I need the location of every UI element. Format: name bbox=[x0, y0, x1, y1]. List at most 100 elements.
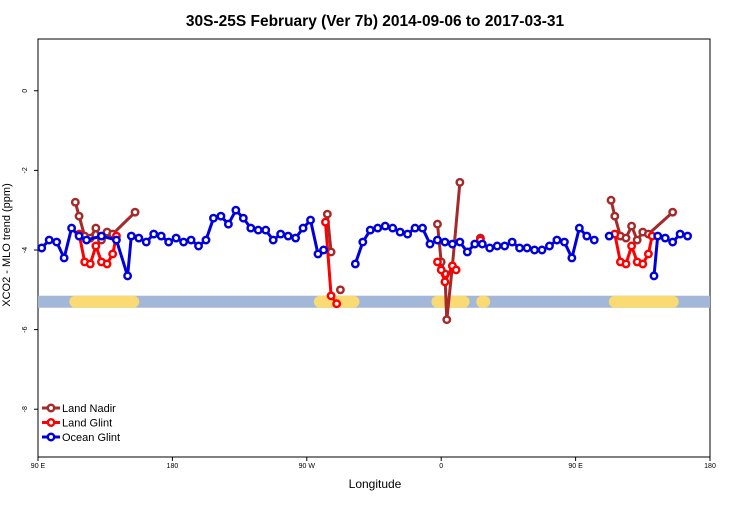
data-point bbox=[500, 241, 510, 251]
data-point bbox=[660, 233, 670, 243]
data-point bbox=[477, 239, 487, 249]
data-point bbox=[326, 291, 336, 301]
y-tick-label: -6 bbox=[22, 326, 29, 332]
series-layer bbox=[37, 177, 693, 325]
data-point bbox=[621, 233, 631, 243]
data-point bbox=[627, 241, 637, 251]
data-point bbox=[638, 259, 648, 269]
data-point bbox=[335, 285, 345, 295]
data-point bbox=[675, 229, 685, 239]
data-point bbox=[530, 245, 539, 255]
data-point bbox=[627, 221, 637, 231]
data-point bbox=[610, 211, 620, 221]
x-tick-label: 90 E bbox=[568, 463, 583, 470]
data-point bbox=[156, 231, 166, 241]
y-tick-label: -8 bbox=[22, 406, 29, 412]
data-point bbox=[141, 237, 151, 247]
data-point bbox=[253, 225, 263, 235]
data-point bbox=[433, 219, 442, 229]
data-point bbox=[102, 259, 112, 269]
data-point bbox=[332, 299, 342, 309]
data-point bbox=[574, 223, 584, 233]
data-point bbox=[171, 233, 181, 243]
data-point bbox=[507, 237, 517, 247]
data-point bbox=[485, 243, 495, 253]
data-point bbox=[85, 259, 95, 269]
data-point bbox=[111, 235, 121, 245]
data-point bbox=[653, 231, 663, 241]
data-point bbox=[37, 243, 47, 253]
data-point bbox=[70, 197, 80, 207]
data-point bbox=[186, 235, 196, 245]
data-point bbox=[298, 223, 308, 233]
data-point bbox=[59, 253, 69, 263]
data-point bbox=[350, 259, 360, 269]
x-tick-label: 180 bbox=[704, 463, 716, 470]
data-point bbox=[537, 245, 547, 255]
data-point bbox=[455, 237, 465, 247]
data-point bbox=[582, 231, 592, 241]
data-point bbox=[552, 235, 562, 245]
x-axis-label: Longitude bbox=[349, 477, 402, 491]
data-point bbox=[319, 245, 329, 255]
data-point bbox=[179, 237, 189, 247]
data-point bbox=[380, 221, 390, 231]
chart-title: 30S-25S February (Ver 7b) 2014-09-06 to … bbox=[186, 13, 565, 30]
legend-label: Land Glint bbox=[62, 418, 112, 430]
data-point bbox=[201, 235, 211, 245]
data-point bbox=[238, 213, 248, 223]
data-point bbox=[683, 231, 693, 241]
data-point bbox=[522, 243, 532, 253]
data-point bbox=[410, 223, 420, 233]
data-point bbox=[632, 235, 642, 245]
data-point bbox=[261, 225, 271, 235]
x-tick-label: 90 E bbox=[31, 463, 46, 470]
data-point bbox=[91, 223, 101, 233]
data-point bbox=[130, 207, 140, 217]
data-point bbox=[223, 219, 233, 229]
y-axis-label: XCO2 - MLO trend (ppm) bbox=[1, 183, 13, 306]
data-point bbox=[306, 215, 315, 225]
data-point bbox=[604, 231, 614, 241]
data-point bbox=[462, 247, 472, 257]
data-point bbox=[126, 231, 136, 241]
data-point bbox=[436, 265, 446, 275]
legend-marker bbox=[46, 432, 56, 442]
data-point bbox=[123, 271, 133, 281]
data-point bbox=[455, 177, 465, 187]
data-point bbox=[209, 213, 218, 223]
data-point bbox=[164, 237, 174, 247]
data-point bbox=[447, 239, 457, 249]
data-point bbox=[606, 195, 616, 205]
data-point bbox=[668, 237, 678, 247]
data-point bbox=[388, 223, 398, 233]
series-line bbox=[436, 182, 462, 322]
data-point bbox=[440, 277, 450, 287]
data-point bbox=[44, 235, 54, 245]
data-point bbox=[433, 235, 442, 245]
data-point bbox=[373, 223, 383, 233]
data-point bbox=[313, 249, 323, 259]
data-point bbox=[567, 253, 577, 263]
legend-marker bbox=[46, 418, 56, 427]
legend: Land Nadir Land Glint Ocean Glint bbox=[42, 403, 120, 444]
legend-label: Ocean Glint bbox=[62, 432, 120, 444]
data-point bbox=[649, 271, 659, 281]
data-point bbox=[451, 265, 461, 275]
data-point bbox=[268, 235, 278, 245]
data-point bbox=[291, 233, 301, 243]
data-point bbox=[194, 241, 203, 251]
data-point bbox=[425, 239, 435, 249]
data-point bbox=[365, 225, 375, 235]
plot-frame bbox=[37, 38, 711, 458]
data-point bbox=[231, 205, 241, 215]
y-tick-label: 0 bbox=[22, 89, 29, 93]
axes: 90 E 180 90 W 0 90 E 180 0 -2 -4 -6 -8 bbox=[22, 89, 716, 470]
data-point bbox=[322, 209, 332, 219]
data-point bbox=[492, 241, 502, 251]
data-point bbox=[515, 243, 525, 253]
data-point bbox=[82, 235, 91, 245]
legend-label: Land Nadir bbox=[62, 403, 116, 415]
